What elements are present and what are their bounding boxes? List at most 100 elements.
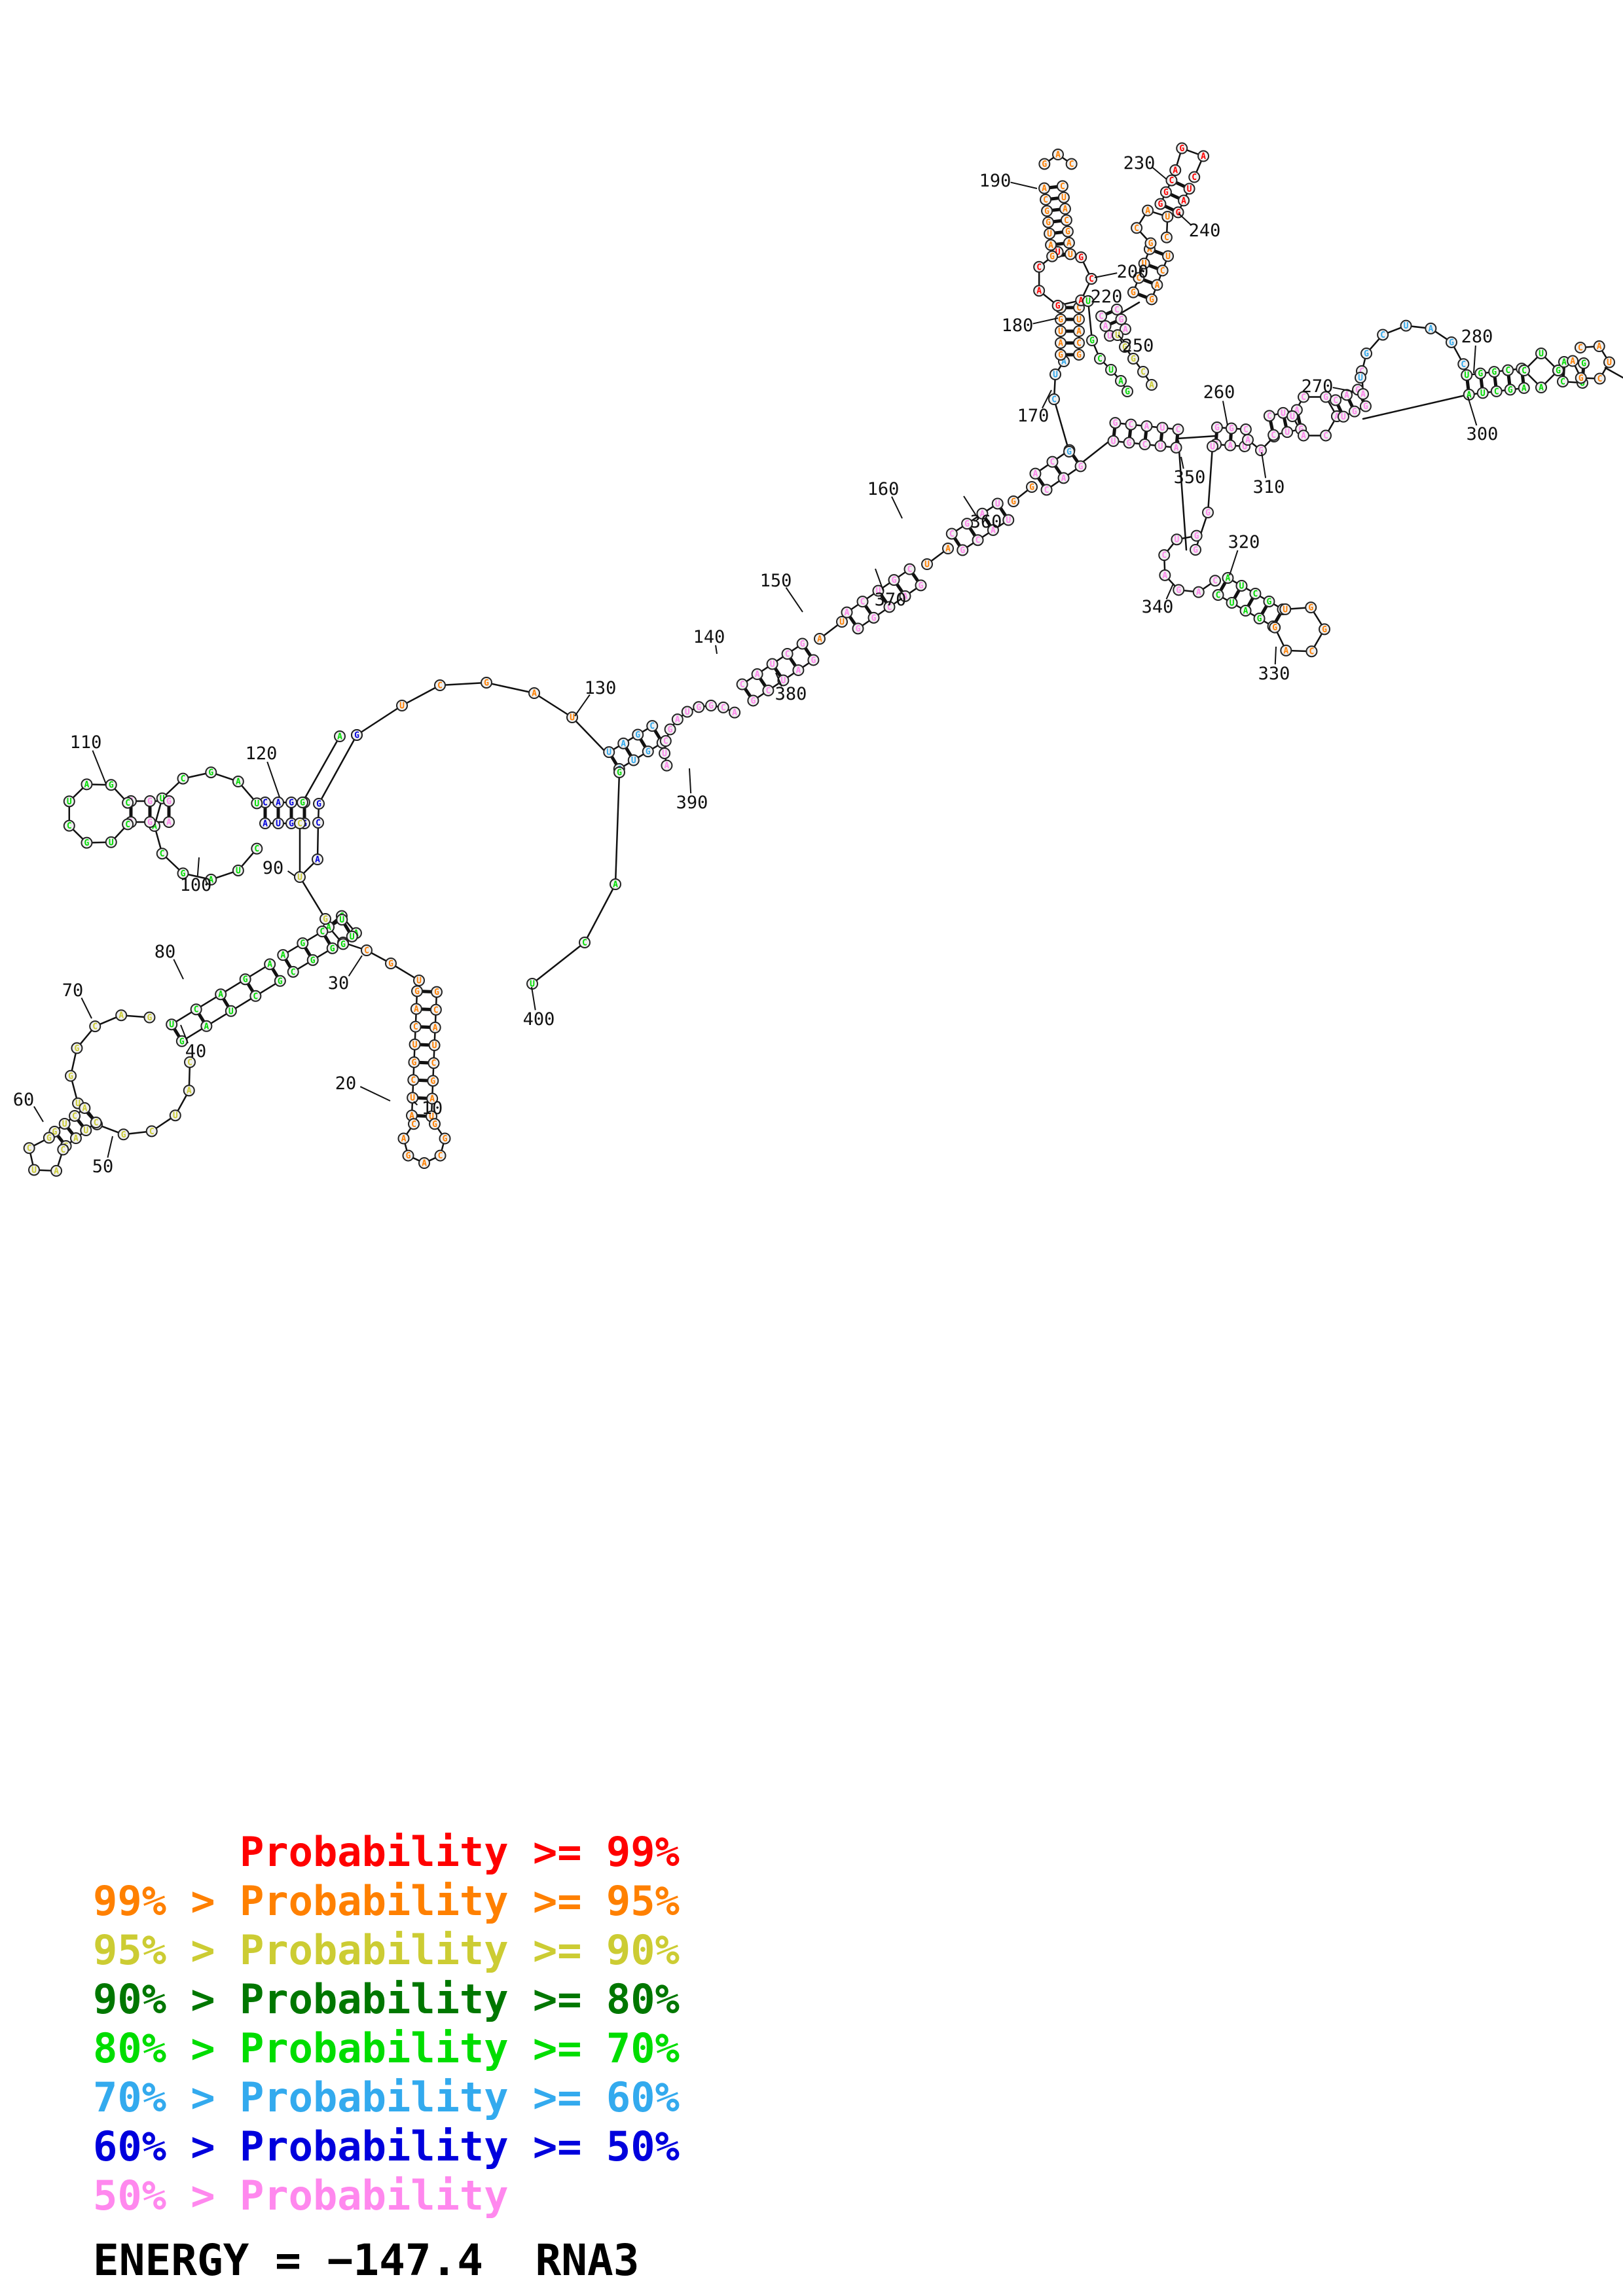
svg-text:A: A bbox=[1360, 390, 1366, 400]
svg-text:U: U bbox=[995, 499, 1000, 509]
svg-text:U: U bbox=[1061, 193, 1067, 203]
nucleotide: U bbox=[1171, 533, 1183, 546]
svg-text:G: G bbox=[871, 613, 877, 623]
svg-text:A: A bbox=[613, 880, 618, 890]
nucleotide: U bbox=[1337, 410, 1349, 423]
svg-text:G: G bbox=[1272, 623, 1277, 633]
nucleotide: U bbox=[428, 1039, 441, 1052]
svg-text:C: C bbox=[1097, 355, 1103, 365]
svg-text:C: C bbox=[181, 774, 186, 784]
svg-text:A: A bbox=[429, 1094, 435, 1104]
svg-text:C: C bbox=[1043, 195, 1048, 205]
svg-text:A: A bbox=[422, 1159, 427, 1169]
nucleotide: U bbox=[169, 1109, 181, 1122]
svg-text:G: G bbox=[1131, 288, 1136, 298]
nucleotide: C bbox=[1046, 456, 1059, 468]
nucleotide: G bbox=[1360, 348, 1373, 360]
nucleotide: U bbox=[1156, 422, 1169, 434]
nucleotide: G bbox=[1041, 205, 1053, 217]
nucleotide: A bbox=[1115, 375, 1127, 387]
svg-text:G: G bbox=[1125, 387, 1130, 397]
svg-text:U: U bbox=[254, 799, 259, 809]
svg-text:G: G bbox=[109, 781, 114, 791]
svg-text:C: C bbox=[1461, 360, 1466, 370]
position-label-260: 260 bbox=[1203, 382, 1235, 403]
svg-text:G: G bbox=[278, 977, 283, 986]
svg-text:G: G bbox=[430, 1077, 435, 1086]
nucleotide: U bbox=[1082, 295, 1094, 307]
svg-text:C: C bbox=[254, 844, 259, 854]
nucleotide: G bbox=[71, 1042, 83, 1054]
svg-text:G: G bbox=[964, 520, 970, 529]
nucleotide: G bbox=[1190, 544, 1201, 556]
svg-text:C: C bbox=[1076, 339, 1082, 349]
svg-text:G: G bbox=[668, 725, 673, 735]
nucleotide: A bbox=[115, 1009, 128, 1022]
svg-text:U: U bbox=[432, 1041, 437, 1051]
svg-text:G: G bbox=[856, 624, 861, 634]
nucleotide: C bbox=[1209, 575, 1222, 587]
nucleotide: G bbox=[1348, 405, 1360, 418]
svg-text:C: C bbox=[263, 798, 268, 808]
nucleotide: A bbox=[1159, 569, 1171, 581]
nucleotide: U bbox=[1207, 440, 1218, 452]
svg-text:C: C bbox=[1216, 591, 1221, 601]
position-label-180: 180 bbox=[1002, 315, 1034, 336]
nucleotide: C bbox=[1139, 438, 1151, 450]
nucleotide: A bbox=[1357, 388, 1369, 400]
svg-text:A: A bbox=[903, 592, 908, 601]
svg-text:A: A bbox=[166, 818, 172, 828]
nucleotide: C bbox=[190, 1003, 202, 1016]
nucleotide: C bbox=[294, 817, 306, 829]
nucleotide: G bbox=[1075, 251, 1087, 264]
nucleotide: A bbox=[277, 949, 289, 961]
nucleotide: G bbox=[1127, 353, 1139, 365]
nucleotide: C bbox=[1263, 410, 1275, 422]
svg-text:A: A bbox=[187, 1086, 192, 1096]
position-label-270: 270 bbox=[1302, 376, 1334, 397]
nucleotide: C bbox=[1239, 423, 1252, 436]
svg-text:C: C bbox=[94, 1119, 99, 1128]
svg-text:A: A bbox=[1055, 151, 1061, 160]
svg-text:C: C bbox=[187, 1058, 192, 1067]
nucleotide: C bbox=[736, 678, 748, 691]
position-label-320: 320 bbox=[1228, 532, 1260, 552]
nucleotide: A bbox=[50, 1164, 63, 1177]
svg-text:G: G bbox=[919, 581, 924, 591]
nucleotide: A bbox=[1063, 237, 1075, 249]
nucleotide: A bbox=[429, 1021, 441, 1033]
nucleotide: G bbox=[1190, 529, 1203, 542]
nucleotide: G bbox=[1253, 613, 1266, 625]
nucleotide: C bbox=[287, 965, 299, 978]
nucleotide: G bbox=[747, 694, 759, 707]
svg-text:A: A bbox=[1154, 281, 1159, 291]
svg-text:U: U bbox=[1076, 315, 1082, 325]
nucleotide: G bbox=[1318, 623, 1330, 636]
nucleotide: A bbox=[1170, 441, 1182, 454]
svg-text:U: U bbox=[1115, 331, 1120, 341]
svg-text:G: G bbox=[1298, 425, 1304, 435]
svg-text:G: G bbox=[1148, 239, 1154, 249]
nucleotide: A bbox=[1535, 382, 1547, 393]
nucleotide: G bbox=[1359, 400, 1372, 412]
nucleotide: U bbox=[1279, 603, 1292, 615]
nucleotide: A bbox=[1142, 204, 1154, 217]
nucleotide: A bbox=[1239, 605, 1252, 617]
position-label-190: 190 bbox=[979, 171, 1012, 191]
svg-text:C: C bbox=[1050, 457, 1055, 467]
nucleotide: G bbox=[1202, 507, 1214, 518]
nucleotide: C bbox=[316, 925, 329, 938]
svg-text:C: C bbox=[1301, 393, 1306, 403]
svg-text:G: G bbox=[1044, 207, 1049, 217]
nucleotide: G bbox=[285, 797, 297, 808]
rna-structure-diagram: GACUGCUAGCAUCGAUGGCAGACUGCUAGCAUCGAUGGCA… bbox=[13, 142, 1623, 1177]
nucleotide: G bbox=[117, 1128, 130, 1141]
position-label-280: 280 bbox=[1461, 327, 1493, 347]
svg-text:A: A bbox=[236, 778, 241, 787]
nucleotide: U bbox=[1073, 314, 1085, 325]
nucleotide: G bbox=[439, 1132, 451, 1145]
svg-text:G: G bbox=[166, 797, 172, 807]
svg-text:G: G bbox=[46, 1134, 52, 1143]
nucleotide: C bbox=[1125, 418, 1137, 431]
svg-text:A: A bbox=[755, 670, 760, 680]
